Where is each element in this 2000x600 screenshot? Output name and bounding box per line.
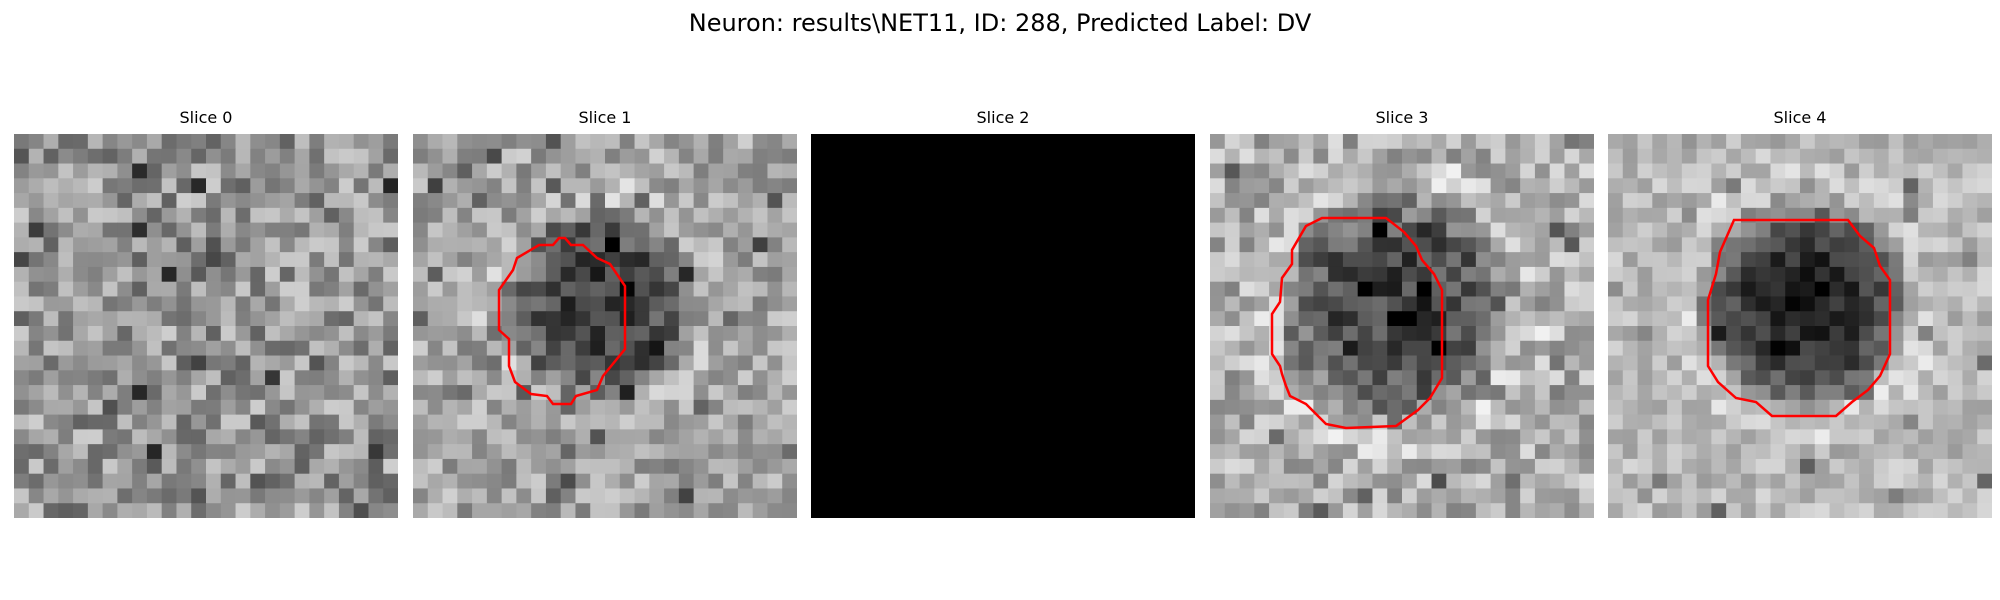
segmentation-contour	[497, 236, 627, 406]
slice-image	[811, 134, 1195, 518]
slice-image	[14, 134, 398, 518]
slice-title: Slice 1	[578, 108, 632, 127]
slice-panel-4: Slice 4	[1608, 108, 1992, 518]
slice-title: Slice 0	[179, 108, 233, 127]
slice-title: Slice 4	[1773, 108, 1827, 127]
slice-panel-2: Slice 2	[811, 108, 1195, 518]
slice-panel-1: Slice 1	[413, 108, 797, 518]
slice-image	[1608, 134, 1992, 518]
slice-panel-0: Slice 0	[14, 108, 398, 518]
segmentation-contour	[1270, 216, 1444, 430]
slice-image	[1210, 134, 1594, 518]
segmentation-contour	[1706, 218, 1892, 418]
figure-title: Neuron: results\NET11, ID: 288, Predicte…	[688, 9, 1312, 37]
slice-image	[413, 134, 797, 518]
slice-title: Slice 2	[976, 108, 1030, 127]
slice-title: Slice 3	[1375, 108, 1429, 127]
slice-panel-3: Slice 3	[1210, 108, 1594, 518]
